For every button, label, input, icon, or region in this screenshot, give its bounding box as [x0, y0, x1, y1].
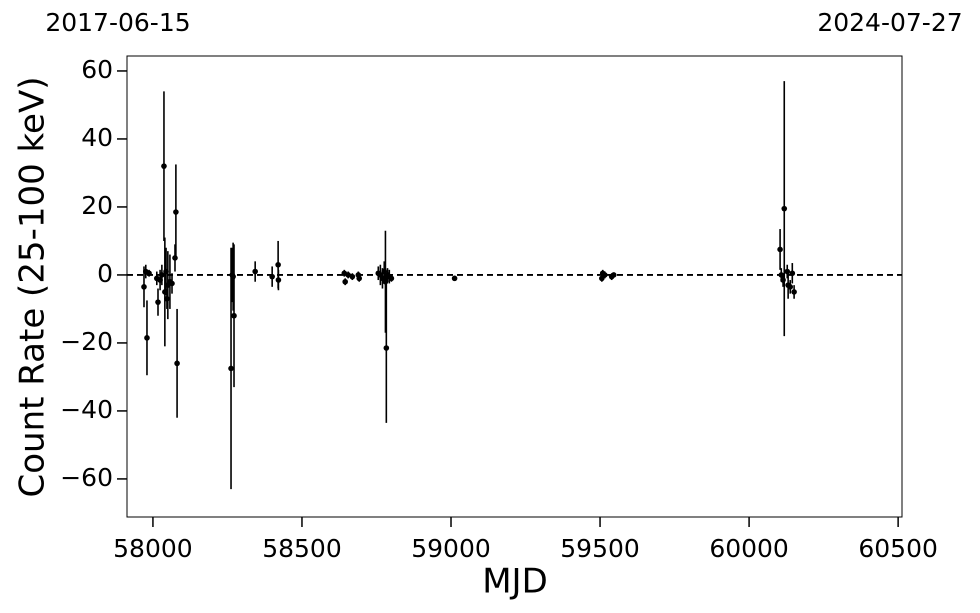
data-point — [161, 163, 167, 169]
y-tick-label: −60 — [60, 463, 113, 492]
data-point — [602, 272, 608, 278]
data-point — [155, 299, 161, 305]
y-tick-label: 0 — [97, 259, 113, 288]
data-point — [252, 268, 258, 275]
data-point — [451, 275, 458, 282]
plot-frame — [126, 55, 903, 518]
data-point — [141, 284, 147, 290]
data-point — [146, 270, 152, 277]
data-point — [784, 268, 791, 275]
data-point — [172, 255, 178, 261]
data-point — [388, 275, 395, 282]
data-point — [356, 275, 363, 282]
x-tick-label: 59500 — [560, 534, 640, 563]
x-tick-label: 60500 — [858, 534, 938, 563]
data-point — [610, 272, 617, 278]
y-tick-label: 20 — [81, 191, 113, 220]
data-point — [342, 278, 348, 285]
data-point — [789, 270, 796, 277]
start-date-label: 2017-06-15 — [45, 8, 190, 37]
data-point — [169, 280, 175, 287]
data-point — [781, 205, 788, 212]
data-point — [349, 273, 356, 280]
data-point — [159, 272, 165, 278]
data-point — [230, 273, 236, 280]
data-point — [777, 246, 783, 253]
data-point — [174, 360, 180, 367]
x-axis-label: MJD — [482, 562, 548, 602]
data-point — [791, 289, 797, 295]
data-point — [787, 284, 794, 290]
x-tick-label: 58000 — [113, 534, 193, 563]
y-tick-label: 60 — [81, 55, 113, 84]
data-point — [228, 365, 234, 372]
end-date-label: 2024-07-27 — [817, 8, 962, 37]
y-tick-label: 40 — [81, 123, 113, 152]
data-point — [275, 277, 282, 283]
y-tick-label: −40 — [60, 395, 113, 424]
x-tick-label: 60000 — [709, 534, 789, 563]
data-point — [164, 295, 170, 302]
y-tick-label: −20 — [60, 327, 113, 356]
data-point — [173, 209, 179, 215]
x-tick-label: 58500 — [262, 534, 342, 563]
data-point — [275, 261, 281, 268]
data-point — [144, 335, 150, 341]
data-point — [231, 312, 237, 319]
x-tick-label: 59000 — [411, 534, 491, 563]
y-axis-label: Count Rate (25-100 keV) — [13, 77, 53, 498]
data-point — [269, 273, 275, 280]
data-point — [383, 345, 390, 351]
